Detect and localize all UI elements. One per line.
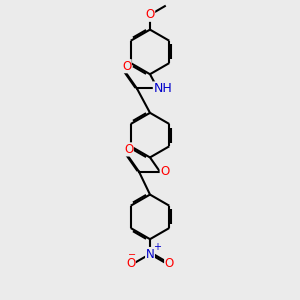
- Text: −: −: [128, 250, 136, 260]
- Text: O: O: [160, 165, 170, 178]
- Text: O: O: [165, 257, 174, 270]
- Text: +: +: [152, 242, 160, 253]
- Text: O: O: [122, 60, 131, 73]
- Text: N: N: [146, 248, 154, 260]
- Text: O: O: [126, 257, 135, 270]
- Text: NH: NH: [153, 82, 172, 95]
- Text: O: O: [146, 8, 154, 21]
- Text: O: O: [124, 143, 133, 156]
